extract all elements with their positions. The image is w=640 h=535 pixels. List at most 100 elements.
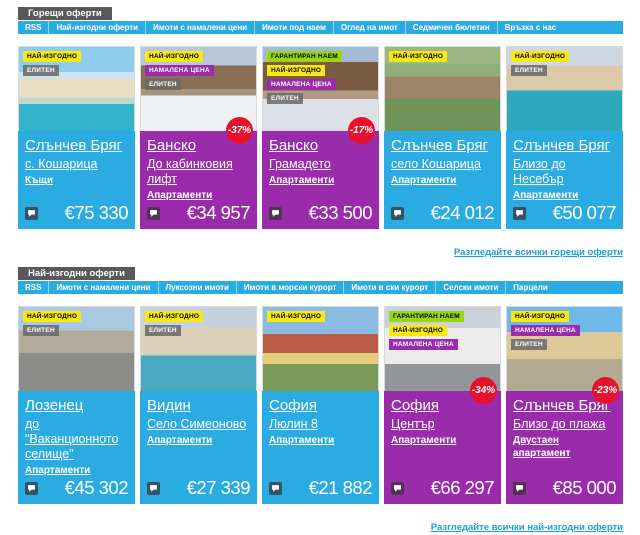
discount-badge: -34% — [470, 377, 497, 404]
property-area-link[interactable]: с. Кошарица — [25, 157, 98, 171]
price-row: €75 330 — [25, 202, 129, 224]
nav-item-1-6[interactable]: Парцели — [505, 281, 554, 294]
comment-icon[interactable] — [391, 481, 404, 495]
property-card[interactable]: НАЙ-ИЗГОДНО ЕЛИТЕН Слънчев Бряг с. Кошари… — [18, 46, 135, 229]
property-location-link[interactable]: Лозенец — [25, 397, 84, 414]
comment-icon[interactable] — [269, 206, 282, 220]
property-price: €75 330 — [64, 202, 129, 223]
property-photo: НАЙ-ИЗГОДНО ЕЛИТЕН — [506, 46, 623, 131]
property-category-link[interactable]: Апартаменти — [513, 190, 579, 201]
property-category-link[interactable]: Апартаменти — [147, 435, 213, 446]
property-area-link[interactable]: Център — [391, 417, 435, 431]
elite-badge: ЕЛИТЕН — [145, 79, 181, 90]
property-info: Слънчев Бряг Близо до плажа Двустаен апа… — [506, 391, 623, 504]
property-category-link[interactable]: Апартаменти — [391, 435, 457, 446]
property-location-link[interactable]: София — [269, 397, 318, 414]
property-card[interactable]: НАЙ-ИЗГОДНО НАМАЛЕНА ЦЕНА ЕЛИТЕН -23% Слън… — [506, 306, 623, 504]
property-location-link[interactable]: Банско — [269, 137, 319, 154]
property-price: €50 077 — [552, 202, 617, 223]
property-location-link[interactable]: Слънчев Бряг — [513, 397, 611, 414]
nav-item-0-6[interactable]: Връзка с нас — [496, 21, 564, 34]
property-location-link[interactable]: Слънчев Бряг — [513, 137, 611, 154]
property-area-link[interactable]: Люлин 8 — [269, 417, 318, 431]
property-location-link[interactable]: София — [391, 397, 440, 414]
property-info: Лозенец до "Ваканционното селище" Апарта… — [18, 391, 135, 504]
nav-item-0-0[interactable]: RSS — [25, 23, 42, 32]
property-photo: ГАРАНТИРАН НАЕМ НАЙ-ИЗГОДНО НАМАЛЕНА ЦЕНА … — [384, 306, 501, 404]
property-info: Слънчев Бряг с. Кошарица Къщи €75 330 — [18, 131, 135, 229]
property-area-link[interactable]: Близо до плажа — [513, 417, 606, 431]
comment-icon[interactable] — [147, 206, 160, 220]
nav-item-1-1[interactable]: Имоти с намалени цени — [48, 281, 157, 294]
comment-icon[interactable] — [269, 481, 282, 495]
property-card[interactable]: НАЙ-ИЗГОДНО ЕЛИТЕН Лозенец до "Ваканционн… — [18, 306, 135, 504]
comment-icon[interactable] — [513, 481, 526, 495]
comment-icon[interactable] — [25, 206, 38, 220]
view-all-link[interactable]: Разгледайте всички горещи оферти — [453, 247, 623, 258]
property-location-link[interactable]: Слънчев Бряг — [391, 137, 489, 154]
view-all-row: Разгледайте всички горещи оферти — [18, 242, 623, 260]
property-area-link[interactable]: До кабинковия лифт — [147, 157, 233, 186]
nav-item-1-2[interactable]: Луксозни имоти — [157, 281, 236, 294]
section-nav: RSS Имоти с намалени цени Луксозни имоти Им… — [18, 281, 623, 294]
property-photo: НАЙ-ИЗГОДНО НАМАЛЕНА ЦЕНА ЕЛИТЕН -23% — [506, 306, 623, 404]
nav-item-0-4[interactable]: Оглед на имот — [332, 21, 405, 34]
property-category-link[interactable]: Къщи — [25, 175, 53, 186]
view-all-link[interactable]: Разгледайте всички най-изгодни оферти — [430, 522, 623, 533]
best-badge: НАЙ-ИЗГОДНО — [145, 311, 204, 322]
comment-icon[interactable] — [513, 206, 526, 220]
property-photo: ГАРАНТИРАН НАЕМ НАЙ-ИЗГОДНО НАМАЛЕНА ЦЕНА Е… — [262, 46, 379, 144]
nav-item-0-3[interactable]: Имоти под наем — [254, 21, 333, 34]
comment-icon[interactable] — [147, 481, 160, 495]
reduced-badge: НАМАЛЕНА ЦЕНА — [389, 339, 458, 350]
property-location-link[interactable]: Видин — [147, 397, 191, 414]
badge-list: НАЙ-ИЗГОДНО ЕЛИТЕН — [145, 311, 204, 336]
reduced-badge: НАМАЛЕНА ЦЕНА — [511, 325, 580, 336]
property-location-link[interactable]: Слънчев Бряг — [25, 137, 123, 154]
property-location-link[interactable]: Банско — [147, 137, 197, 154]
property-area-link[interactable]: Грамадето — [269, 157, 331, 171]
property-category-link[interactable]: Апартаменти — [147, 190, 213, 201]
property-card[interactable]: НАЙ-ИЗГОДНО Слънчев Бряг село Кошарица А… — [384, 46, 501, 229]
property-area-link[interactable]: Село Симеоново — [147, 417, 247, 431]
speech-bubble-icon — [394, 209, 401, 217]
nav-item-0-5[interactable]: Седмичен бюлетин — [404, 21, 497, 34]
property-card[interactable]: ГАРАНТИРАН НАЕМ НАЙ-ИЗГОДНО НАМАЛЕНА ЦЕНА Е… — [262, 46, 379, 229]
property-category-link[interactable]: Апартаменти — [269, 175, 335, 186]
property-category-link[interactable]: Апартаменти — [269, 435, 335, 446]
property-category-link[interactable]: Апартаменти — [391, 175, 457, 186]
best-badge: НАЙ-ИЗГОДНО — [267, 311, 326, 322]
badge-list: ГАРАНТИРАН НАЕМ НАЙ-ИЗГОДНО НАМАЛЕНА ЦЕНА — [389, 311, 464, 350]
property-area-link[interactable]: село Кошарица — [391, 157, 481, 171]
nav-item-1-4[interactable]: Имоти в ски курорт — [343, 281, 435, 294]
property-info: Слънчев Бряг село Кошарица Апартаменти €… — [384, 131, 501, 229]
card-list: НАЙ-ИЗГОДНО ЕЛИТЕН Лозенец до "Ваканционн… — [18, 306, 623, 504]
nav-item-0-1[interactable]: Най-изгодни оферти — [48, 21, 145, 34]
section-tab[interactable]: Горещи оферти — [18, 7, 112, 20]
property-card[interactable]: ГАРАНТИРАН НАЕМ НАЙ-ИЗГОДНО НАМАЛЕНА ЦЕНА … — [384, 306, 501, 504]
speech-bubble-icon — [516, 209, 523, 217]
property-card[interactable]: НАЙ-ИЗГОДНО ЕЛИТЕН Слънчев Бряг Близо до … — [506, 46, 623, 229]
property-area-link[interactable]: до "Ваканционното селище" — [25, 417, 119, 461]
property-category-link[interactable]: Двустаен апартамент — [513, 435, 571, 459]
elite-badge: ЕЛИТЕН — [511, 65, 547, 76]
nav-item-1-0[interactable]: RSS — [25, 283, 42, 292]
price-row: €50 077 — [513, 202, 617, 224]
property-card[interactable]: НАЙ-ИЗГОДНО ЕЛИТЕН Видин Село Симеоново А… — [140, 306, 257, 504]
property-info: Банско Грамадето Апартаменти €33 500 — [262, 131, 379, 229]
property-card[interactable]: НАЙ-ИЗГОДНО НАМАЛЕНА ЦЕНА ЕЛИТЕН -37% Банс… — [140, 46, 257, 229]
comment-icon[interactable] — [391, 206, 404, 220]
property-info: Слънчев Бряг Близо до Несебър Апартамент… — [506, 131, 623, 229]
property-info: Банско До кабинковия лифт Апартаменти €3… — [140, 131, 257, 229]
property-category-link[interactable]: Апартаменти — [25, 465, 91, 476]
property-area-link[interactable]: Близо до Несебър — [513, 157, 566, 186]
nav-item-1-5[interactable]: Селски имоти — [435, 281, 505, 294]
property-info: Видин Село Симеоново Апартаменти €27 339 — [140, 391, 257, 504]
property-card[interactable]: НАЙ-ИЗГОДНО София Люлин 8 Апартаменти €2… — [262, 306, 379, 504]
nav-item-1-3[interactable]: Имоти в морски курорт — [235, 281, 343, 294]
comment-icon[interactable] — [25, 481, 38, 495]
nav-item-0-2[interactable]: Имоти с намалени цени — [145, 21, 254, 34]
section-tab[interactable]: Най-изгодни оферти — [18, 267, 135, 280]
property-info: София Център Апартаменти €66 297 — [384, 391, 501, 504]
price-row: €45 302 — [25, 477, 129, 499]
